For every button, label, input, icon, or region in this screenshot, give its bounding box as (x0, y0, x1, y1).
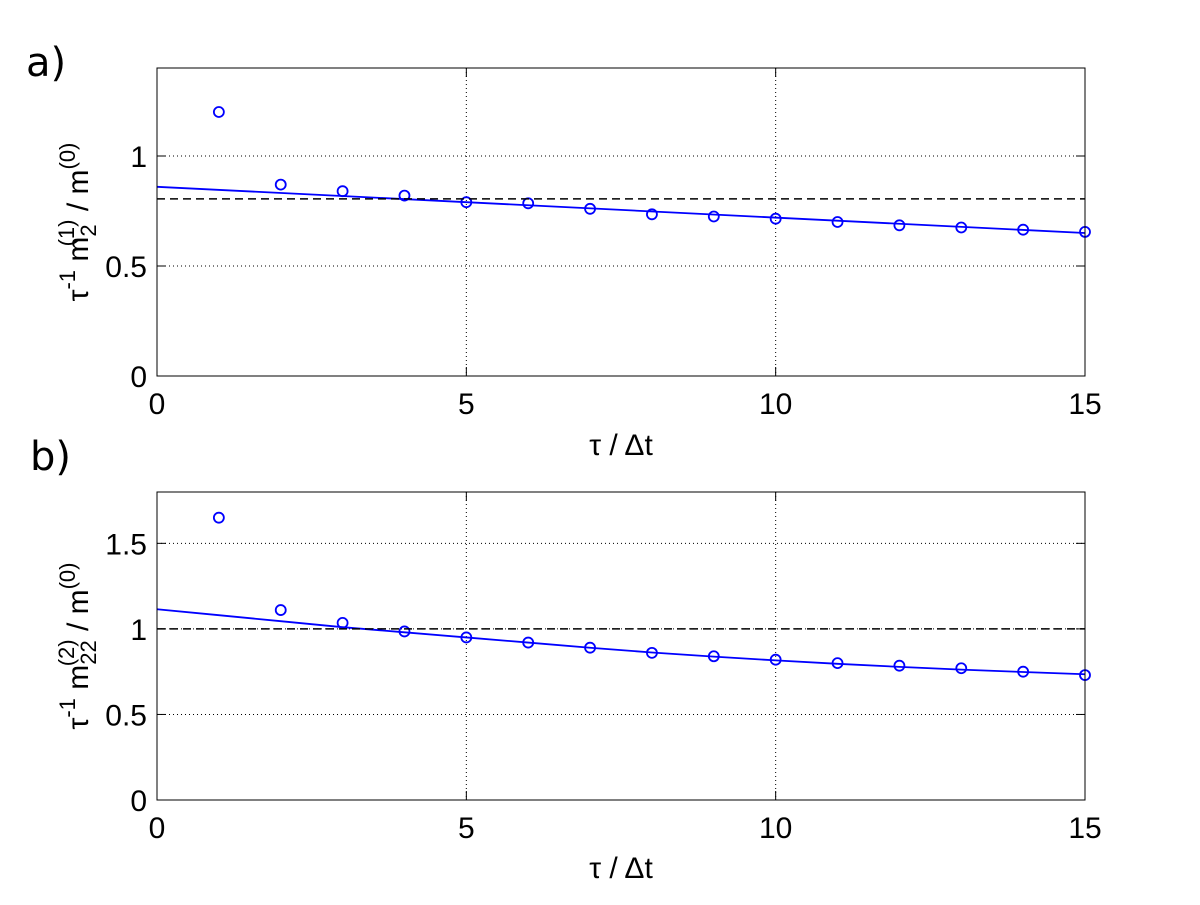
panel-b-data-point (955, 662, 968, 675)
panel-b-y-axis-label: τ-1 m22(2) / m(0) (54, 562, 101, 729)
panel-b: b) 0 5 10 15 0 0.5 1 1.5 τ / Δt τ-1 m22(2) / m(… (30, 434, 1102, 885)
panel-a-data-point (831, 216, 844, 228)
panel-b-data-point (212, 511, 225, 524)
panel-a-x-axis-label: τ / Δt (589, 429, 653, 462)
panel-b-x-tick-label: 0 (149, 812, 166, 845)
panel-a-data (156, 106, 1091, 238)
panel-b-fit-line (156, 608, 1086, 676)
panel-a-y-tick-label: 0.5 (105, 251, 147, 284)
panel-a-y-axis-label: τ-1 m2(1) / m(0) (54, 143, 101, 302)
panel-b-data (156, 511, 1091, 681)
panel-a-x-tick-label: 5 (458, 388, 475, 421)
panel-a-x-tick-label: 15 (1068, 388, 1101, 421)
panel-b-x-tick-label: 15 (1068, 812, 1101, 845)
panel-a-plot-area (157, 68, 1085, 376)
panel-b-y-tick-label: 1.5 (105, 528, 147, 561)
panel-b-x-axis-label: τ / Δt (589, 852, 653, 885)
panel-b-x-tick-label: 5 (458, 812, 475, 845)
panel-a-data-point (707, 210, 720, 223)
panel-a-grid (157, 68, 1085, 376)
panel-a-fit-line (156, 185, 1086, 234)
panel-a-y-tick-label: 1 (130, 141, 147, 174)
panel-b-ticks: 0 5 10 15 0 0.5 1 1.5 (105, 492, 1102, 845)
panel-a-label: a) (26, 40, 66, 86)
panel-a-ticks: 0 5 10 15 0 0.5 1 (105, 68, 1102, 421)
panel-a-axes-box (156, 67, 1086, 377)
panel-a: a) 0 5 10 15 0 0.5 1 τ / Δt τ-1 m2(1) / m(0) (26, 40, 1102, 462)
panel-b-y-tick-label: 1 (130, 614, 147, 647)
panel-a-data-point (212, 106, 225, 118)
panel-b-axes-box (156, 491, 1086, 801)
panel-b-y-tick-label: 0 (130, 785, 147, 818)
panel-b-y-tick-label: 0.5 (105, 699, 147, 732)
panel-b-grid (157, 492, 1085, 800)
panel-a-data-point (398, 189, 411, 202)
panel-a-x-tick-label: 0 (149, 388, 166, 421)
panel-a-data-point (646, 208, 658, 221)
panel-a-x-tick-label: 10 (759, 388, 792, 421)
panel-a-data-point (274, 178, 287, 191)
panel-b-plot-area (157, 492, 1085, 800)
panel-a-data-point (893, 219, 906, 232)
panel-b-data-point (893, 659, 906, 672)
panel-b-x-tick-label: 10 (759, 812, 792, 845)
panel-b-label: b) (30, 434, 71, 480)
panel-a-y-tick-label: 0 (130, 361, 147, 394)
panel-b-data-point (274, 604, 287, 616)
